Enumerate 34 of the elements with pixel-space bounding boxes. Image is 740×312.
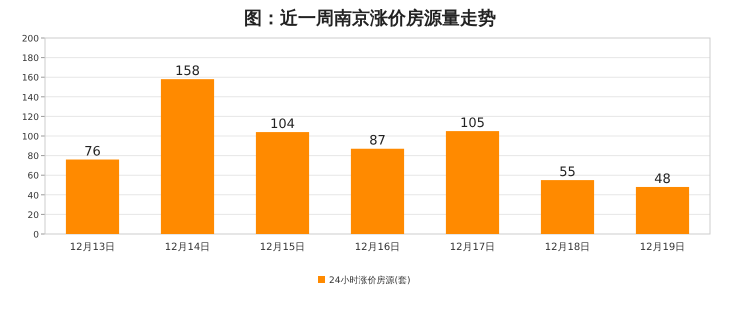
- x-tick-label: 12月14日: [164, 242, 210, 253]
- bar: [350, 148, 404, 234]
- bar: [160, 79, 214, 234]
- chart-title: 图：近一周南京涨价房源量走势: [244, 8, 496, 29]
- bar: [540, 180, 594, 234]
- y-tick-label: 140: [22, 93, 40, 104]
- y-tick-label: 120: [22, 112, 40, 123]
- legend-label: 24小时涨价房源(套): [329, 275, 410, 286]
- y-tick-label: 60: [28, 172, 40, 182]
- x-tick-label: 12月18日: [544, 242, 590, 253]
- bar: [66, 160, 120, 234]
- x-tick-label: 12月19日: [640, 242, 686, 253]
- data-label: 104: [270, 117, 295, 132]
- y-tick-label: 160: [22, 74, 40, 84]
- data-label: 87: [369, 134, 386, 149]
- bar: [636, 186, 690, 234]
- bar: [256, 132, 310, 234]
- x-tick-label: 12月15日: [260, 242, 306, 253]
- y-tick-label: 40: [28, 191, 40, 202]
- y-tick-label: 200: [22, 34, 40, 44]
- x-tick-label: 12月17日: [450, 242, 496, 253]
- data-label: 55: [559, 165, 576, 180]
- data-label: 48: [654, 172, 671, 187]
- y-tick-label: 0: [33, 230, 40, 240]
- y-tick-label: 20: [28, 210, 40, 221]
- data-label: 158: [175, 64, 200, 80]
- y-tick-label: 80: [28, 152, 40, 162]
- data-label: 76: [84, 144, 101, 160]
- data-label: 105: [460, 116, 485, 132]
- bar: [446, 131, 500, 234]
- x-tick-label: 12月13日: [70, 242, 116, 253]
- y-tick-label: 180: [22, 54, 40, 64]
- y-tick-label: 100: [22, 132, 40, 142]
- x-tick-label: 12月16日: [354, 242, 400, 253]
